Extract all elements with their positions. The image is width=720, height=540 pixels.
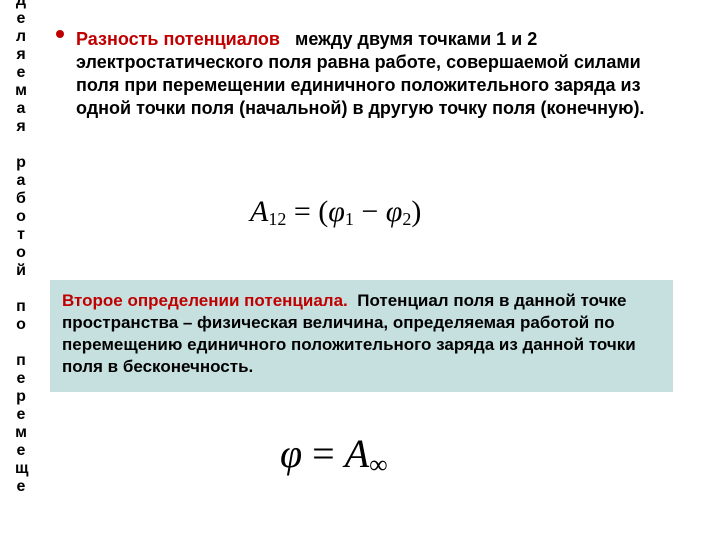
formula-work-equals-potential-diff: A12 = (φ1 − φ2) [250,195,421,230]
definition-1-block: Разность потенциалов между двумя точками… [56,28,686,120]
definition-2-term: Второе определении потенциала. [62,291,348,310]
formula-potential-equals-work-infinity: φ = A∞ [280,430,388,480]
definition-1-term: Разность потенциалов [76,29,280,49]
definition-2-text: Второе определении потенциала. Потенциал… [62,290,661,378]
definition-1-text: Разность потенциалов между двумя точками… [76,28,686,120]
vertical-cut-text: деляемая работой по перемеще [15,0,27,496]
definition-2-box: Второе определении потенциала. Потенциал… [50,280,673,392]
bullet-icon [56,30,64,38]
